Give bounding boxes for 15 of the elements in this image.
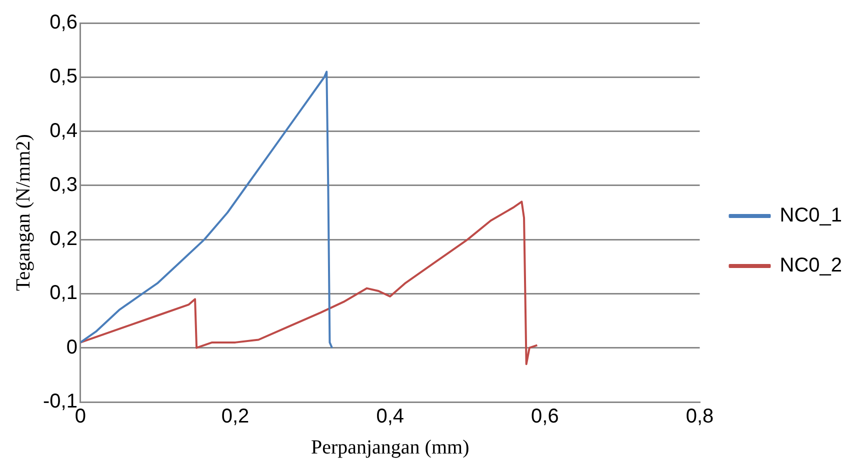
x-tick-label: 0,4 (376, 406, 404, 428)
y-tick-label: 0,2 (50, 228, 78, 250)
x-tick-label: 0,6 (531, 406, 559, 428)
legend-label: NC0_1 (780, 204, 842, 227)
y-tick-label: 0,5 (50, 66, 78, 88)
y-tick-label: 0,4 (50, 120, 78, 142)
legend-label: NC0_2 (780, 254, 842, 277)
x-tick-label: 0,8 (686, 406, 714, 428)
y-axis-title: Tegangan (N/mm2) (12, 134, 34, 291)
y-tick-label: 0 (66, 336, 78, 358)
x-tick-label: 0,2 (221, 406, 250, 428)
y-tick-label: 0,1 (50, 282, 78, 304)
y-tick-label: 0,3 (50, 174, 78, 196)
x-axis-title: Perpanjangan (mm) (310, 436, 470, 458)
y-tick-label: 0,6 (50, 12, 78, 34)
